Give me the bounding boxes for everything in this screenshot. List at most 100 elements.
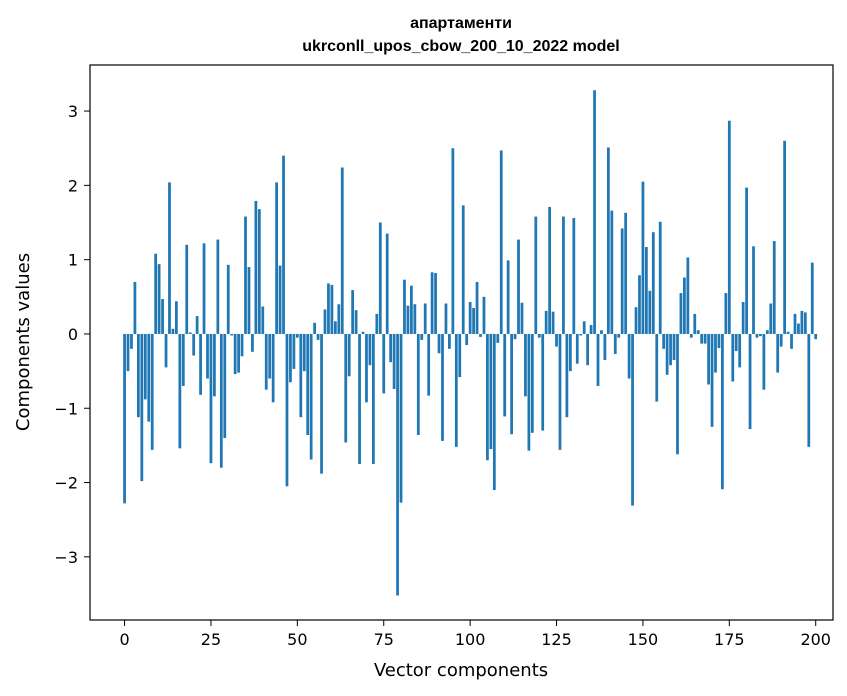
bar bbox=[216, 239, 220, 334]
x-tick-label: 150 bbox=[628, 630, 659, 649]
bar bbox=[382, 333, 386, 394]
bar bbox=[627, 333, 631, 379]
x-tick-label: 25 bbox=[201, 630, 221, 649]
bar bbox=[534, 216, 538, 334]
bar bbox=[814, 333, 818, 340]
bar bbox=[724, 293, 728, 334]
bar bbox=[717, 333, 721, 349]
bar bbox=[651, 232, 655, 334]
y-tick-label: 0 bbox=[68, 325, 78, 344]
bar bbox=[586, 333, 590, 366]
bar bbox=[434, 273, 437, 334]
bar bbox=[444, 303, 448, 334]
bar bbox=[161, 299, 164, 334]
bar bbox=[734, 333, 738, 352]
y-axis-ticks: −3 −2 −1 0 1 2 3 bbox=[54, 102, 90, 567]
chart-title: апартаменти bbox=[410, 15, 512, 32]
bar bbox=[213, 333, 216, 397]
bar bbox=[147, 333, 151, 422]
bar bbox=[582, 321, 586, 334]
bar bbox=[703, 333, 707, 344]
bar bbox=[803, 312, 807, 334]
bar bbox=[555, 333, 558, 347]
bar bbox=[759, 333, 762, 337]
bar bbox=[240, 333, 244, 357]
bar bbox=[807, 333, 811, 447]
bar bbox=[202, 243, 206, 334]
bar bbox=[707, 333, 710, 385]
bar bbox=[721, 333, 724, 490]
bar bbox=[669, 333, 672, 366]
bar bbox=[548, 206, 551, 334]
bar bbox=[479, 333, 482, 337]
bar bbox=[285, 333, 289, 487]
bar bbox=[600, 330, 603, 334]
bar bbox=[689, 333, 693, 338]
bar bbox=[337, 304, 341, 334]
bar bbox=[251, 333, 254, 352]
bar bbox=[772, 241, 776, 334]
bar bbox=[793, 313, 797, 334]
bar bbox=[130, 333, 133, 349]
bar bbox=[430, 272, 434, 334]
bar bbox=[544, 310, 548, 334]
bar bbox=[648, 290, 652, 334]
bar bbox=[257, 209, 261, 334]
bar bbox=[752, 246, 755, 334]
bar bbox=[620, 228, 624, 334]
bar bbox=[776, 333, 780, 373]
bar bbox=[558, 333, 562, 450]
bar bbox=[361, 331, 365, 334]
bar bbox=[641, 181, 645, 334]
bar bbox=[710, 333, 714, 427]
bar bbox=[499, 150, 503, 334]
bar bbox=[185, 244, 189, 334]
bar bbox=[672, 333, 676, 360]
bar bbox=[665, 333, 669, 375]
bar bbox=[175, 301, 178, 334]
bar bbox=[572, 218, 576, 334]
bar bbox=[603, 333, 607, 360]
y-tick-label: −1 bbox=[54, 399, 78, 418]
bar bbox=[437, 333, 441, 354]
bar bbox=[133, 281, 137, 334]
bar bbox=[365, 333, 368, 403]
bar bbox=[323, 309, 327, 334]
bar bbox=[486, 333, 489, 461]
bar bbox=[506, 260, 510, 334]
bar bbox=[769, 303, 773, 334]
bar bbox=[745, 187, 748, 334]
bar bbox=[496, 333, 500, 343]
bar bbox=[188, 332, 192, 334]
bar bbox=[143, 333, 147, 400]
bar bbox=[137, 333, 140, 418]
bar bbox=[226, 264, 230, 334]
bar bbox=[268, 333, 272, 379]
bar bbox=[472, 307, 475, 334]
bar bbox=[624, 212, 628, 334]
bar bbox=[676, 333, 679, 455]
bar bbox=[313, 322, 317, 334]
bar bbox=[247, 267, 251, 334]
bar bbox=[475, 281, 479, 334]
bar bbox=[727, 120, 731, 334]
bar bbox=[731, 333, 735, 382]
bar bbox=[427, 333, 431, 396]
bar bbox=[178, 333, 182, 449]
bar bbox=[779, 333, 783, 347]
bar bbox=[327, 283, 330, 334]
bar bbox=[468, 302, 472, 334]
bar bbox=[344, 333, 348, 443]
bar bbox=[655, 333, 659, 402]
bar bbox=[658, 221, 662, 334]
bar bbox=[513, 333, 517, 340]
bar bbox=[489, 333, 493, 450]
bar bbox=[157, 264, 161, 334]
bar bbox=[282, 155, 285, 334]
bar bbox=[237, 333, 240, 373]
bar bbox=[520, 302, 524, 334]
x-axis-ticks: 0 25 50 75 100 125 150 175 200 bbox=[119, 620, 831, 649]
bar bbox=[738, 333, 742, 368]
bar bbox=[206, 333, 209, 379]
